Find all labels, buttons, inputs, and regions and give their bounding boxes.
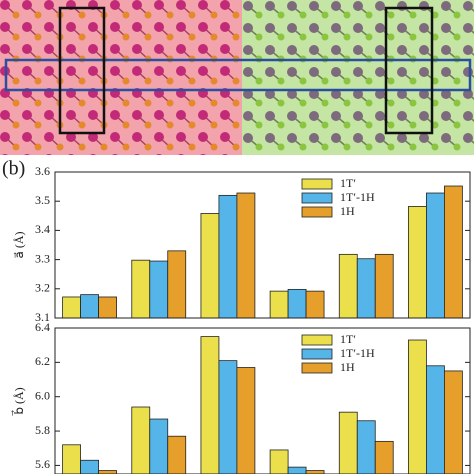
cell-box xyxy=(58,6,106,135)
bar xyxy=(444,370,463,474)
y-tick-label: 6.2 xyxy=(35,354,50,368)
bar xyxy=(338,253,358,319)
bar xyxy=(98,296,117,319)
bar xyxy=(167,250,187,319)
legend-label: 1T′-1H xyxy=(340,190,375,204)
legend-label: 1T′ xyxy=(340,176,356,190)
bar xyxy=(426,365,445,474)
bar xyxy=(374,253,394,319)
bar xyxy=(269,449,289,474)
bar xyxy=(444,185,463,319)
bar xyxy=(356,258,376,319)
legend-label: 1T′ xyxy=(340,332,356,346)
y-tick-label: 3.1 xyxy=(35,310,50,324)
y-tick-label: 3.5 xyxy=(35,193,50,207)
legend-swatch xyxy=(301,206,333,218)
bar xyxy=(80,459,99,474)
bar xyxy=(408,206,427,319)
bar xyxy=(200,213,220,319)
y-tick-label: 3.6 xyxy=(35,164,50,178)
bar xyxy=(408,339,427,474)
plot-frame xyxy=(54,171,471,319)
bar xyxy=(131,406,151,474)
y-tick-label: 3.3 xyxy=(35,251,50,265)
legend-swatch xyxy=(301,362,333,374)
bar xyxy=(305,470,325,474)
bar xyxy=(287,288,307,319)
bar xyxy=(131,259,151,319)
bar xyxy=(218,194,238,319)
structure-left xyxy=(0,0,242,155)
legend-swatch xyxy=(301,192,333,204)
y-axis-label: a⃗ (Å) xyxy=(12,231,26,258)
structure-right xyxy=(242,0,474,155)
bar xyxy=(287,466,307,474)
y-tick-label: 5.8 xyxy=(35,423,50,437)
highlight-box xyxy=(4,58,472,92)
panel-label: (b) xyxy=(2,158,25,180)
plot-frame xyxy=(54,327,471,474)
y-tick-label: 3.4 xyxy=(35,222,50,236)
bar xyxy=(80,294,99,319)
bar xyxy=(149,260,169,319)
bar xyxy=(167,435,187,474)
bar xyxy=(149,418,169,474)
bar xyxy=(62,444,81,474)
bar xyxy=(200,336,220,474)
bar xyxy=(236,367,256,474)
y-tick-label: 6.0 xyxy=(35,388,50,402)
bar xyxy=(356,420,376,474)
bar xyxy=(236,192,256,319)
legend-label: 1H xyxy=(340,204,355,218)
legend-swatch xyxy=(301,348,333,360)
bar xyxy=(305,290,325,319)
structure-image xyxy=(0,0,474,155)
legend-swatch xyxy=(301,178,333,190)
y-tick-label: 3.2 xyxy=(35,281,50,295)
bar xyxy=(338,411,358,474)
bar xyxy=(62,296,81,319)
y-axis-label: b⃗ (Å) xyxy=(11,387,26,416)
bar xyxy=(374,440,394,474)
y-tick-label: 5.6 xyxy=(35,457,50,471)
legend-label: 1T′-1H xyxy=(340,346,375,360)
bar xyxy=(426,192,445,319)
y-tick-label: 6.4 xyxy=(35,320,50,334)
bar xyxy=(269,290,289,319)
bar xyxy=(218,360,238,474)
cell-box xyxy=(384,6,434,135)
legend-label: 1H xyxy=(340,360,355,374)
legend-swatch xyxy=(301,334,333,346)
bar xyxy=(98,470,117,474)
